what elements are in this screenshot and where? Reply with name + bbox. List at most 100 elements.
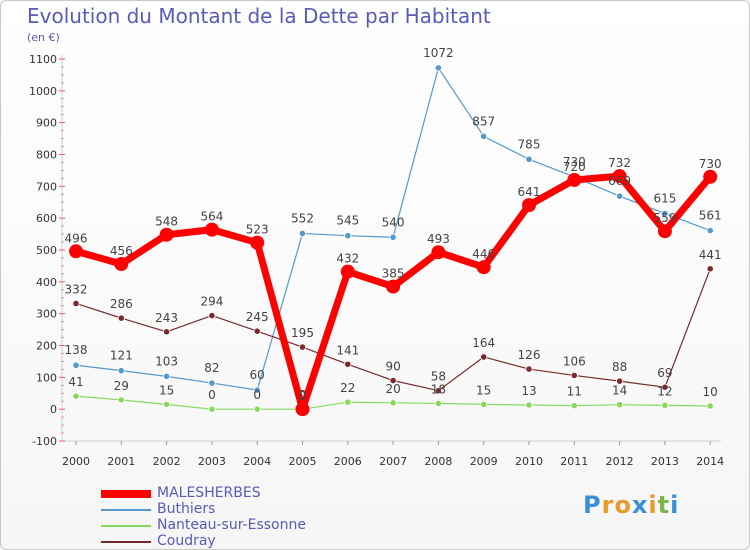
x-tick-label: 2011: [560, 455, 588, 468]
y-tick-label: 900: [36, 117, 57, 130]
chart-title: Evolution du Montant de la Dette par Hab…: [27, 4, 491, 28]
data-point: [615, 401, 624, 409]
data-label: 1072: [423, 46, 454, 60]
data-point: [431, 245, 446, 260]
data-point: [208, 311, 216, 320]
data-label: 138: [65, 343, 88, 357]
data-label: 441: [699, 248, 722, 262]
y-tick-label: 300: [36, 308, 57, 321]
data-label: 141: [336, 343, 359, 357]
data-label: 552: [291, 211, 314, 225]
data-point: [208, 379, 216, 387]
data-point: [525, 365, 533, 373]
data-label: 564: [200, 210, 223, 224]
data-point: [250, 235, 265, 250]
data-label: 82: [204, 361, 219, 375]
data-point: [117, 396, 125, 404]
data-label: 195: [291, 326, 314, 340]
data-label: 540: [382, 215, 405, 229]
data-label: 496: [65, 231, 88, 245]
data-label: 785: [518, 137, 541, 151]
y-tick-label: 500: [36, 244, 57, 257]
data-point: [703, 169, 718, 184]
x-tick-label: 2013: [651, 455, 679, 468]
data-label: 332: [65, 282, 88, 296]
data-label: 857: [472, 114, 495, 128]
data-point: [434, 399, 442, 408]
data-label: 545: [336, 214, 359, 228]
data-point: [389, 376, 397, 385]
data-point: [525, 401, 533, 409]
data-label: 60: [250, 368, 265, 382]
data-label: 385: [382, 267, 405, 281]
data-point: [69, 244, 83, 259]
data-point: [522, 198, 536, 213]
data-label: 121: [110, 349, 133, 363]
data-point: [117, 314, 125, 322]
data-point: [615, 192, 624, 200]
legend-swatch: [101, 541, 151, 543]
data-label: 0: [253, 388, 261, 402]
data-point: [253, 327, 261, 335]
y-tick-label: 800: [36, 149, 57, 162]
y-tick-label: 1100: [29, 53, 57, 66]
legend-swatch: [101, 490, 151, 498]
data-point: [340, 264, 355, 279]
data-label: 90: [385, 360, 400, 374]
legend-swatch: [101, 509, 151, 511]
data-point: [389, 233, 397, 241]
data-point: [344, 398, 352, 406]
data-point: [204, 222, 219, 237]
data-label: 20: [385, 382, 400, 396]
x-tick-label: 2012: [606, 455, 634, 468]
y-tick-label: 400: [36, 276, 57, 289]
data-point: [72, 392, 80, 400]
y-tick-label: 100: [36, 371, 57, 384]
data-point: [434, 387, 442, 395]
data-label: 641: [518, 185, 541, 199]
data-label: 103: [155, 354, 178, 368]
x-tick-label: 2014: [696, 455, 724, 468]
data-point: [661, 401, 669, 409]
data-point: [389, 399, 397, 407]
data-label: 669: [608, 174, 631, 188]
x-tick-label: 2001: [107, 455, 135, 468]
x-tick-label: 2002: [153, 455, 181, 468]
data-point: [163, 372, 171, 380]
data-point: [706, 265, 714, 273]
y-tick-label: -100: [32, 435, 57, 448]
y-tick-label: 600: [36, 212, 57, 225]
x-tick-label: 2004: [243, 455, 271, 468]
logo-letter: t: [657, 491, 671, 519]
data-point: [253, 386, 261, 394]
logo-letter: i: [648, 491, 658, 519]
data-label: 12: [657, 384, 672, 398]
data-label: 10: [703, 385, 718, 399]
data-point: [117, 367, 125, 375]
x-tick-label: 2000: [62, 455, 90, 468]
data-label: 0: [299, 388, 307, 402]
data-point: [208, 405, 216, 413]
data-point: [114, 257, 129, 272]
data-point: [480, 353, 488, 361]
data-label: 493: [427, 232, 450, 246]
logo-letter: r: [601, 491, 615, 519]
data-point: [480, 132, 488, 140]
legend-swatch: [101, 525, 151, 527]
x-tick-label: 2008: [424, 455, 452, 468]
data-point: [480, 400, 488, 408]
logo-letter: o: [614, 491, 632, 519]
data-label: 126: [518, 348, 541, 362]
data-point: [72, 299, 80, 308]
data-label: 15: [159, 383, 174, 397]
x-tick-label: 2005: [289, 455, 317, 468]
data-label: 286: [110, 297, 133, 311]
legend-label: Buthiers: [157, 501, 216, 517]
data-point: [706, 226, 714, 235]
data-label: 456: [110, 244, 133, 258]
data-point: [163, 328, 171, 336]
data-point: [661, 383, 669, 391]
data-point: [72, 361, 80, 369]
